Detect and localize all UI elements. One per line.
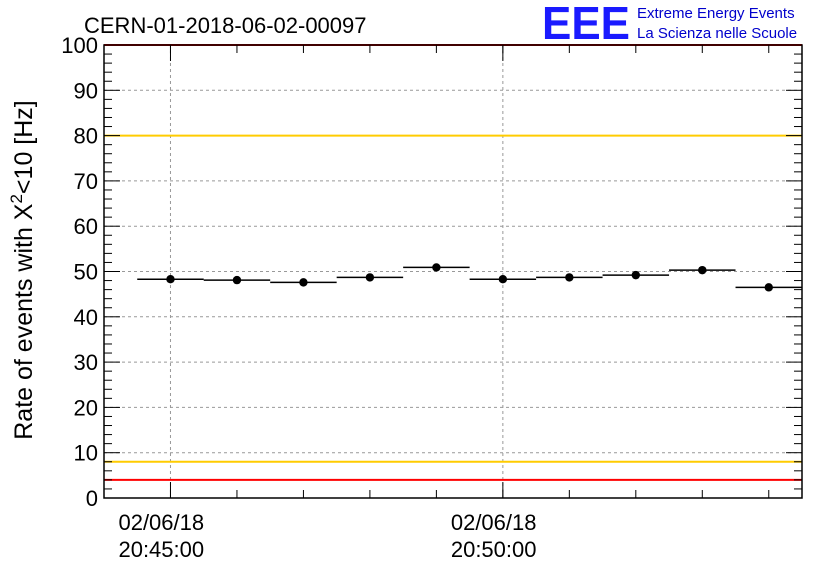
- data-point: [166, 275, 175, 284]
- y-tick-label: 90: [74, 78, 98, 103]
- x-tick-label-date: 02/06/18: [118, 510, 204, 535]
- reference-lines: [104, 44, 802, 481]
- y-tick-label: 60: [74, 214, 98, 239]
- data-series: [137, 263, 802, 292]
- logo-line-2: La Scienza nelle Scuole: [637, 25, 797, 42]
- x-tick-label-time: 20:45:00: [118, 537, 204, 562]
- data-point: [365, 273, 375, 282]
- data-point: [299, 278, 308, 287]
- data-point: [232, 275, 242, 285]
- y-tick-label: 20: [74, 395, 98, 420]
- y-tick-label: 80: [74, 124, 98, 149]
- grid: [104, 45, 802, 498]
- chart-title: CERN-01-2018-06-02-00097: [84, 13, 367, 38]
- data-point: [498, 275, 508, 284]
- x-tick-label-time: 20:50:00: [451, 537, 537, 562]
- y-tick-label: 0: [86, 486, 98, 511]
- y-tick-label: 50: [74, 260, 98, 285]
- y-tick-label: 10: [74, 441, 98, 466]
- logo-line-1: Extreme Energy Events: [637, 5, 795, 22]
- y-tick-label: 100: [61, 33, 98, 58]
- data-point: [631, 270, 641, 280]
- y-tick-label: 40: [74, 305, 98, 330]
- y-tick-label: 30: [74, 350, 98, 375]
- data-point: [764, 283, 773, 292]
- logo-mark: EEE: [542, 0, 630, 49]
- data-point: [565, 273, 574, 282]
- data-point: [698, 265, 707, 275]
- data-point: [432, 263, 441, 272]
- eee-logo: EEE Extreme Energy Events La Scienza nel…: [542, 0, 797, 49]
- y-axis-label: Rate of events with X2<10 [Hz]: [7, 100, 38, 440]
- axis-ticks: [103, 44, 802, 499]
- y-tick-label: 70: [74, 169, 98, 194]
- tick-labels: 010203040506070809010002/06/1820:45:0002…: [61, 33, 536, 562]
- x-tick-label-date: 02/06/18: [451, 510, 537, 535]
